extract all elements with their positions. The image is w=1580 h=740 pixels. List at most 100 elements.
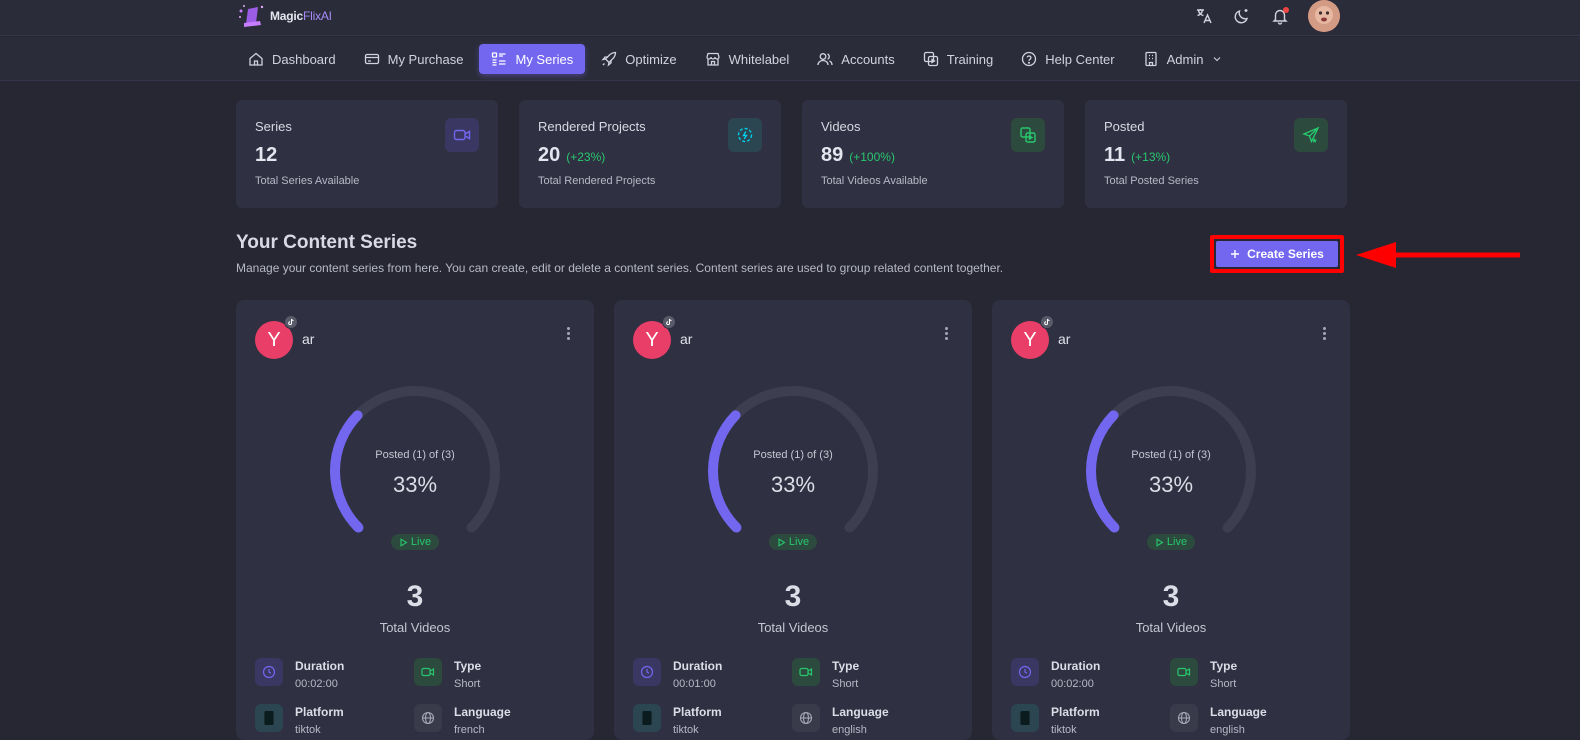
stat-title: Rendered Projects bbox=[538, 119, 646, 134]
more-options-icon[interactable] bbox=[1318, 323, 1330, 343]
building-icon bbox=[1144, 51, 1157, 67]
play-icon bbox=[778, 537, 786, 547]
avatar[interactable] bbox=[1308, 0, 1340, 32]
series-card[interactable]: Y ar Posted (1) of (3) 33% Live 3 Total … bbox=[236, 300, 594, 740]
gauge-label: Posted (1) of (3) bbox=[375, 449, 455, 461]
status-badge: Live bbox=[1147, 534, 1195, 550]
stat-subtitle: Total Posted Series bbox=[1104, 175, 1199, 187]
nav-help-center[interactable]: Help Center bbox=[1009, 44, 1126, 74]
chevron-down-icon bbox=[1214, 57, 1221, 62]
language-info: Language english bbox=[1170, 704, 1267, 736]
play-icon bbox=[1156, 537, 1164, 547]
users-icon bbox=[817, 53, 833, 66]
create-series-button[interactable]: Create Series bbox=[1216, 241, 1338, 267]
stat-card-posted: Posted 11 (+13%) Total Posted Series bbox=[1085, 100, 1347, 208]
total-videos-count: 3 bbox=[784, 580, 802, 613]
nav-my-series[interactable]: My Series bbox=[479, 44, 586, 74]
copy-icon bbox=[1011, 118, 1045, 152]
stat-subtitle: Total Videos Available bbox=[821, 175, 928, 187]
render-icon bbox=[728, 118, 762, 152]
card-icon bbox=[364, 53, 379, 65]
video-icon bbox=[445, 118, 479, 152]
series-avatar: Y bbox=[1011, 321, 1049, 359]
series-name: ar bbox=[302, 331, 315, 347]
top-bar: MagicFlixAI bbox=[0, 0, 1580, 36]
gauge-fill bbox=[708, 410, 742, 533]
platform-info: Platform tiktok bbox=[633, 704, 722, 736]
stat-title: Posted bbox=[1104, 119, 1145, 134]
video-icon bbox=[1170, 658, 1198, 686]
tiktok-icon bbox=[662, 315, 676, 329]
home-icon bbox=[249, 52, 263, 66]
magic-hat-icon bbox=[239, 5, 264, 27]
total-videos-count: 3 bbox=[406, 580, 424, 613]
total-videos-label: Total Videos bbox=[757, 620, 829, 635]
status-badge: Live bbox=[391, 534, 439, 550]
language-info: Language english bbox=[792, 704, 889, 736]
type-info: Type Short bbox=[414, 658, 481, 690]
stat-value: 89 (+100%) bbox=[821, 144, 895, 166]
total-videos-label: Total Videos bbox=[379, 620, 451, 635]
clock-icon bbox=[633, 658, 661, 686]
stat-card-videos: Videos 89 (+100%) Total Videos Available bbox=[802, 100, 1064, 208]
gauge-percent: 33% bbox=[392, 472, 438, 497]
gauge-label: Posted (1) of (3) bbox=[1131, 449, 1211, 461]
total-videos-label: Total Videos bbox=[1135, 620, 1207, 635]
gauge-label: Posted (1) of (3) bbox=[753, 449, 833, 461]
section-title: Your Content Series bbox=[236, 232, 418, 253]
type-info: Type Short bbox=[1170, 658, 1237, 690]
video-icon bbox=[414, 658, 442, 686]
clock-icon bbox=[1011, 658, 1039, 686]
total-videos-count: 3 bbox=[1162, 580, 1180, 613]
globe-icon bbox=[414, 704, 442, 732]
stat-card-series: Series 12 Total Series Available bbox=[236, 100, 498, 208]
translate-icon[interactable] bbox=[1194, 6, 1214, 26]
series-card[interactable]: Y ar Posted (1) of (3) 33% Live 3 Total … bbox=[614, 300, 972, 740]
nav-accounts[interactable]: Accounts bbox=[805, 44, 906, 74]
platform-info: Platform tiktok bbox=[255, 704, 344, 736]
copy-icon bbox=[923, 51, 938, 67]
section-description: Manage your content series from here. Yo… bbox=[236, 261, 1004, 275]
stat-title: Series bbox=[255, 119, 292, 134]
bell-icon[interactable] bbox=[1270, 6, 1290, 26]
tiktok-icon bbox=[1040, 315, 1054, 329]
notification-dot bbox=[1283, 7, 1289, 13]
top-actions bbox=[1194, 0, 1340, 32]
progress-gauge bbox=[330, 386, 500, 533]
progress-gauge bbox=[1086, 386, 1256, 533]
more-options-icon[interactable] bbox=[562, 323, 574, 343]
nav-admin[interactable]: Admin bbox=[1131, 44, 1236, 74]
stat-value: 20 (+23%) bbox=[538, 144, 606, 166]
list-icon bbox=[492, 52, 506, 66]
nav-whitelabel[interactable]: Whitelabel bbox=[693, 44, 802, 74]
brand-logo[interactable]: MagicFlixAI bbox=[236, 2, 332, 30]
stat-title: Videos bbox=[821, 119, 861, 134]
tiktok-icon bbox=[284, 315, 298, 329]
phone-icon bbox=[633, 704, 661, 732]
series-name: ar bbox=[680, 331, 693, 347]
globe-icon bbox=[1170, 704, 1198, 732]
status-badge: Live bbox=[769, 534, 817, 550]
globe-icon bbox=[792, 704, 820, 732]
create-series-highlight bbox=[1210, 235, 1344, 273]
clock-icon bbox=[255, 658, 283, 686]
series-card[interactable]: Y ar Posted (1) of (3) 33% Live 3 Total … bbox=[992, 300, 1350, 740]
phone-icon bbox=[1011, 704, 1039, 732]
nav-dashboard[interactable]: Dashboard bbox=[236, 44, 348, 74]
duration-info: Duration 00:02:00 bbox=[255, 658, 344, 690]
duration-info: Duration 00:02:00 bbox=[1011, 658, 1100, 690]
pointer-arrow-icon bbox=[1356, 242, 1520, 268]
gauge-percent: 33% bbox=[770, 472, 816, 497]
play-icon bbox=[400, 537, 408, 547]
language-info: Language french bbox=[414, 704, 511, 736]
plus-icon bbox=[1231, 250, 1240, 258]
nav-training[interactable]: Training bbox=[911, 44, 1005, 74]
moon-icon[interactable] bbox=[1232, 6, 1252, 26]
duration-info: Duration 00:01:00 bbox=[633, 658, 722, 690]
rocket-icon bbox=[601, 51, 617, 67]
stat-subtitle: Total Series Available bbox=[255, 175, 360, 187]
more-options-icon[interactable] bbox=[940, 323, 952, 343]
platform-info: Platform tiktok bbox=[1011, 704, 1100, 736]
nav-my-purchase[interactable]: My Purchase bbox=[352, 44, 476, 74]
nav-optimize[interactable]: Optimize bbox=[589, 44, 688, 74]
